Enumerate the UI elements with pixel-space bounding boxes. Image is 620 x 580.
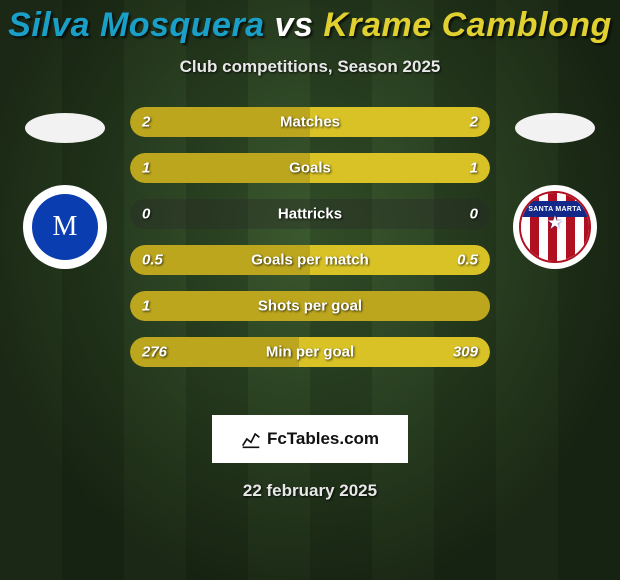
comparison-title: Silva Mosquera vs Krame Camblong: [0, 0, 620, 45]
snapshot-date: 22 february 2025: [0, 481, 620, 501]
branding-badge: FcTables.com: [212, 415, 408, 463]
chart-icon: [241, 429, 261, 449]
player2-name: Krame Camblong: [323, 6, 612, 44]
stat-row: 276309Min per goal: [130, 337, 490, 367]
subtitle: Club competitions, Season 2025: [0, 57, 620, 77]
stat-label: Hattricks: [130, 206, 490, 223]
right-side: SANTA MARTA ★: [500, 107, 610, 269]
stat-row: 1Shots per goal: [130, 291, 490, 321]
comparison-body: M SANTA MARTA ★ 22Matches 11Goals 00Hattri…: [0, 107, 620, 397]
stat-row: 0.50.5Goals per match: [130, 245, 490, 275]
stat-label: Matches: [130, 114, 490, 131]
stat-label: Goals per match: [130, 252, 490, 269]
stat-row: 11Goals: [130, 153, 490, 183]
player1-name: Silva Mosquera: [8, 6, 264, 44]
branding-text: FcTables.com: [267, 429, 379, 449]
player1-silhouette: [25, 113, 105, 143]
stat-row: 00Hattricks: [130, 199, 490, 229]
club-star-icon: ★: [547, 212, 563, 233]
player2-club-logo: SANTA MARTA ★: [513, 185, 597, 269]
stat-label: Goals: [130, 160, 490, 177]
stat-label: Min per goal: [130, 344, 490, 361]
left-side: M: [10, 107, 120, 269]
stat-row: 22Matches: [130, 107, 490, 137]
player2-silhouette: [515, 113, 595, 143]
title-vs: vs: [275, 6, 314, 44]
stat-bars: 22Matches 11Goals 00Hattricks 0.50.5Goals p…: [130, 107, 490, 367]
stat-label: Shots per goal: [130, 298, 490, 315]
club-logo-letter: M: [32, 194, 98, 260]
player1-club-logo: M: [23, 185, 107, 269]
